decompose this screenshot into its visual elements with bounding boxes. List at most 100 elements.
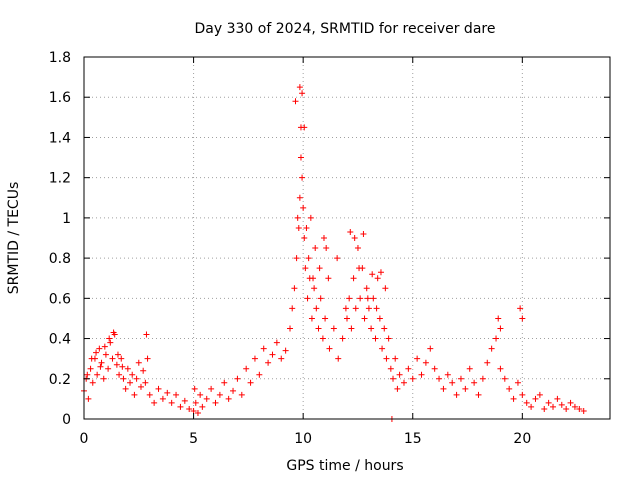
data-point bbox=[431, 365, 438, 372]
data-point bbox=[563, 405, 570, 412]
data-point bbox=[501, 375, 508, 382]
data-point bbox=[392, 355, 399, 362]
data-point bbox=[346, 295, 353, 302]
data-point bbox=[364, 295, 371, 302]
data-point bbox=[127, 379, 134, 386]
data-point bbox=[523, 399, 530, 406]
data-point bbox=[273, 339, 280, 346]
data-point bbox=[113, 361, 120, 368]
data-point bbox=[348, 325, 355, 332]
data-point bbox=[129, 371, 136, 378]
data-point bbox=[120, 375, 127, 382]
data-point bbox=[238, 391, 245, 398]
data-point bbox=[296, 194, 303, 201]
data-point bbox=[394, 385, 401, 392]
data-point bbox=[199, 403, 206, 410]
y-tick-label: 0 bbox=[62, 412, 71, 428]
data-point bbox=[168, 399, 175, 406]
data-point bbox=[370, 295, 377, 302]
data-point bbox=[351, 235, 358, 241]
data-point bbox=[363, 285, 370, 292]
data-point bbox=[140, 367, 147, 374]
data-point bbox=[444, 371, 451, 378]
data-point bbox=[453, 391, 460, 398]
data-point bbox=[471, 379, 478, 386]
x-axis-label: GPS time / hours bbox=[286, 458, 403, 474]
data-point bbox=[325, 275, 332, 282]
data-point bbox=[377, 269, 384, 276]
data-point bbox=[97, 363, 104, 370]
data-point bbox=[322, 315, 329, 322]
data-point bbox=[352, 305, 359, 312]
data-point bbox=[313, 305, 320, 312]
data-point bbox=[102, 351, 109, 358]
data-point bbox=[536, 391, 543, 398]
data-point bbox=[361, 315, 368, 322]
data-point bbox=[373, 305, 380, 312]
data-point bbox=[234, 375, 241, 382]
data-point bbox=[299, 174, 306, 181]
data-point bbox=[409, 375, 416, 382]
y-tick-label: 1.6 bbox=[49, 90, 71, 106]
data-point bbox=[247, 379, 254, 386]
data-point bbox=[282, 347, 289, 354]
x-tick-label: 5 bbox=[189, 431, 198, 447]
data-point bbox=[114, 351, 121, 358]
data-point bbox=[567, 399, 574, 406]
data-point bbox=[105, 365, 112, 372]
y-axis-label: SRMTID / TECUs bbox=[6, 182, 22, 295]
data-point bbox=[87, 365, 94, 372]
data-point bbox=[360, 230, 367, 237]
data-point bbox=[294, 214, 301, 221]
data-point bbox=[151, 399, 158, 406]
data-point bbox=[405, 365, 412, 372]
y-tick-label: 0.6 bbox=[49, 291, 71, 307]
chart-title: Day 330 of 2024, SRMTID for receiver dar… bbox=[195, 21, 496, 37]
data-point bbox=[376, 315, 383, 322]
data-point bbox=[339, 335, 346, 342]
data-point bbox=[296, 84, 303, 91]
data-point bbox=[194, 409, 201, 416]
data-point bbox=[390, 375, 397, 382]
data-point bbox=[387, 365, 394, 372]
x-tick-label: 0 bbox=[80, 431, 89, 447]
data-point bbox=[251, 355, 258, 362]
data-point bbox=[571, 403, 578, 410]
data-point bbox=[326, 345, 333, 352]
data-point bbox=[382, 285, 389, 292]
data-point bbox=[510, 395, 517, 402]
data-point bbox=[216, 391, 223, 398]
data-point bbox=[135, 359, 142, 366]
data-point bbox=[357, 295, 364, 302]
data-point bbox=[580, 407, 587, 414]
data-point bbox=[265, 359, 272, 366]
data-point bbox=[287, 325, 294, 332]
data-point bbox=[89, 379, 96, 386]
data-point bbox=[354, 245, 361, 252]
data-point bbox=[440, 385, 447, 392]
data-point bbox=[269, 351, 276, 358]
data-point bbox=[396, 371, 403, 378]
data-point bbox=[159, 395, 166, 402]
data-point bbox=[528, 403, 535, 410]
data-point bbox=[316, 265, 323, 272]
data-point bbox=[88, 355, 95, 362]
y-tick-label: 0.4 bbox=[49, 332, 71, 348]
data-point bbox=[356, 265, 363, 272]
data-point bbox=[191, 385, 198, 392]
data-point bbox=[484, 359, 491, 366]
data-point bbox=[517, 305, 524, 312]
data-point bbox=[124, 365, 131, 372]
data-point bbox=[427, 345, 434, 352]
data-point bbox=[488, 345, 495, 352]
y-tick-label: 1.8 bbox=[49, 50, 71, 66]
data-point bbox=[278, 355, 285, 362]
data-point bbox=[302, 265, 309, 272]
data-point bbox=[256, 371, 263, 378]
data-point bbox=[109, 355, 116, 362]
data-point bbox=[344, 315, 350, 322]
data-point bbox=[177, 403, 184, 410]
y-tick-label: 1 bbox=[62, 211, 71, 227]
y-tick-label: 0.8 bbox=[49, 251, 71, 267]
data-point bbox=[368, 325, 375, 332]
